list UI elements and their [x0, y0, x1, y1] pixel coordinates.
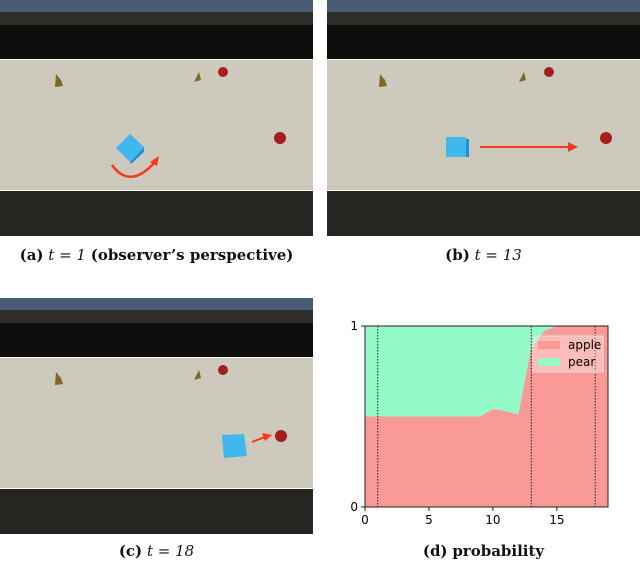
apple-area — [365, 326, 608, 507]
probability-chart: 0 5 10 15 0 1 apple pear — [350, 319, 609, 527]
y-tick-label: 0 — [350, 500, 358, 514]
apple-icon — [600, 132, 612, 144]
y-tick-label: 1 — [350, 319, 358, 333]
agent-cube-icon — [446, 137, 469, 157]
agent-cube-icon — [222, 434, 247, 458]
apple-icon — [218, 365, 228, 375]
legend-swatch-apple — [538, 341, 560, 349]
apple-icon — [544, 67, 554, 77]
plot-frame — [364, 325, 609, 508]
straight-arrow-icon — [251, 436, 266, 443]
x-tick-label: 0 — [361, 513, 369, 527]
legend-label-pear: pear — [568, 355, 595, 369]
pear-icon — [55, 372, 63, 385]
pear-icon — [194, 72, 201, 82]
apple-icon — [275, 430, 287, 442]
apple-icon — [218, 67, 228, 77]
scene-panel-a — [0, 0, 313, 236]
pear-icon — [55, 74, 63, 87]
x-tick-label: 10 — [485, 513, 500, 527]
caption-a: (a) t = 1 (observer’s perspective) — [19, 246, 294, 264]
legend-swatch-pear — [538, 358, 560, 366]
x-tick-label: 15 — [549, 513, 564, 527]
scene-panel-c — [0, 298, 313, 534]
agent-cube-icon — [116, 134, 144, 164]
apple-icon — [274, 132, 286, 144]
pear-icon — [379, 74, 387, 87]
legend-label-apple: apple — [568, 338, 601, 352]
caption-c: (c) t = 18 — [118, 542, 195, 560]
x-tick-label: 5 — [425, 513, 433, 527]
scene-panel-b — [327, 0, 640, 236]
caption-b: (b) t = 13 — [445, 246, 522, 264]
pear-icon — [519, 72, 526, 82]
caption-d: (d) probability — [422, 542, 545, 560]
curved-arrow-icon — [110, 161, 156, 178]
pear-icon — [194, 370, 201, 380]
